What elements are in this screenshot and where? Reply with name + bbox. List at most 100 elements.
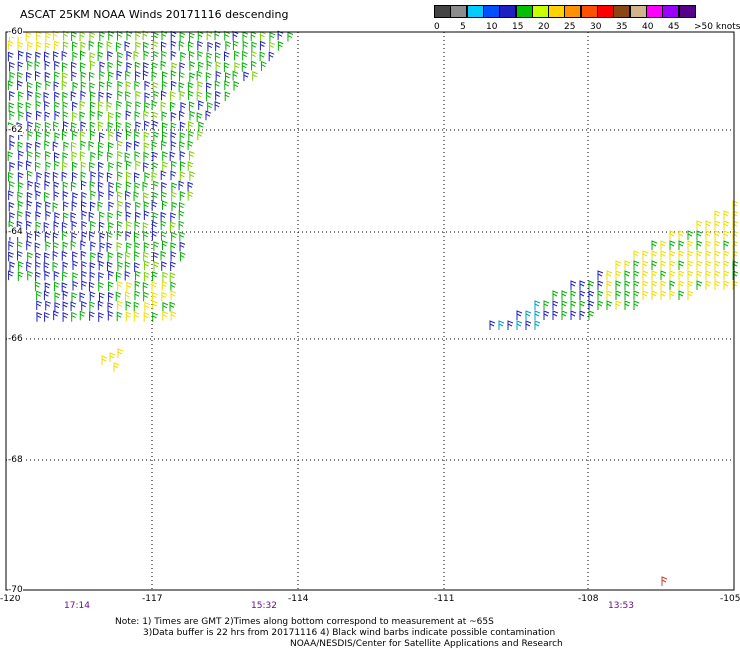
wind-barb [188,90,194,101]
wind-barb [178,180,185,191]
wind-barb [107,50,113,61]
wind-barb [543,310,550,320]
wind-barb [171,160,177,171]
wind-barb [178,40,185,51]
wind-barb [61,250,68,261]
wind-barb [61,50,68,61]
wind-barb [35,271,41,282]
wind-barb [615,290,622,300]
wind-barb [72,251,78,261]
wind-barb [696,270,703,280]
wind-barb [45,32,52,42]
wind-barb [8,270,14,281]
wind-barb [179,31,186,42]
wind-barb [687,260,694,270]
wind-barb [170,281,177,292]
wind-barb [687,250,694,260]
wind-barb [723,220,730,230]
wind-barb [124,270,131,281]
legend-tick-label: 45 [668,22,680,32]
legend-tick-label: 25 [564,22,576,32]
wind-barb [134,280,141,291]
wind-barb [99,242,106,252]
legend-swatch [597,5,614,18]
wind-barb [117,300,123,311]
time-label-3: 13:53 [608,601,634,611]
wind-barb [98,292,105,302]
wind-barb [72,81,79,92]
wind-barb [696,250,703,260]
wind-barb [705,220,712,230]
wind-barb [98,91,105,102]
wind-barb [144,301,151,312]
wind-barb [188,50,195,61]
wind-barb [124,261,131,272]
wind-barb [134,251,140,261]
wind-barb [7,80,14,91]
wind-barb [126,160,132,171]
wind-barb [26,220,32,231]
wind-barb [108,292,114,302]
wind-barb [79,150,86,161]
wind-barb [143,291,149,302]
wind-barb [27,130,34,141]
wind-barb [72,161,78,172]
wind-barb [108,221,114,232]
wind-barb [97,201,104,211]
wind-barb [54,301,61,312]
wind-barb [642,280,649,290]
wind-barb [170,30,177,41]
wind-barb [143,151,150,162]
map-frame [5,31,735,591]
wind-barb [224,80,230,91]
wind-barb [89,60,96,71]
wind-barb [206,52,213,62]
wind-barb [134,130,140,141]
wind-barb [117,252,123,262]
wind-barb [97,100,104,111]
wind-barb [98,281,104,292]
wind-barb [99,81,105,91]
wind-barb [115,291,122,302]
wind-barb [71,31,77,41]
wind-barb [8,102,15,112]
wind-barb [116,271,122,282]
wind-barb [89,82,96,92]
wind-barb [161,140,167,151]
wind-barb [70,301,77,312]
wind-barb [108,281,114,291]
wind-barb [615,300,622,310]
wind-barb [54,212,61,222]
wind-barb [187,181,194,192]
wind-barb [44,191,50,202]
wind-barb [9,110,16,121]
wind-barb [234,50,240,61]
wind-barb [27,60,33,71]
wind-barb [17,41,24,52]
wind-barb [125,300,132,311]
wind-barb [107,231,113,242]
wind-barb [117,220,123,231]
wind-barb [62,301,69,311]
wind-barb [89,101,96,112]
wind-barb [98,171,104,182]
wind-barb [188,101,195,111]
wind-barb [597,290,604,300]
wind-barb [714,250,721,260]
wind-barbs [7,30,739,586]
wind-barb [161,50,167,61]
wind-barb [232,30,239,41]
wind-barb [45,80,52,91]
wind-barb [9,140,16,151]
wind-barb [179,241,186,252]
wind-barb [134,262,140,272]
wind-barb [232,70,239,81]
wind-barb [125,181,132,191]
wind-barb [26,111,32,122]
wind-barb [669,230,676,240]
wind-barb [89,110,96,121]
wind-barb [35,252,41,262]
wind-barb [26,142,33,152]
wind-barb [36,110,42,121]
legend-swatch [613,5,631,18]
